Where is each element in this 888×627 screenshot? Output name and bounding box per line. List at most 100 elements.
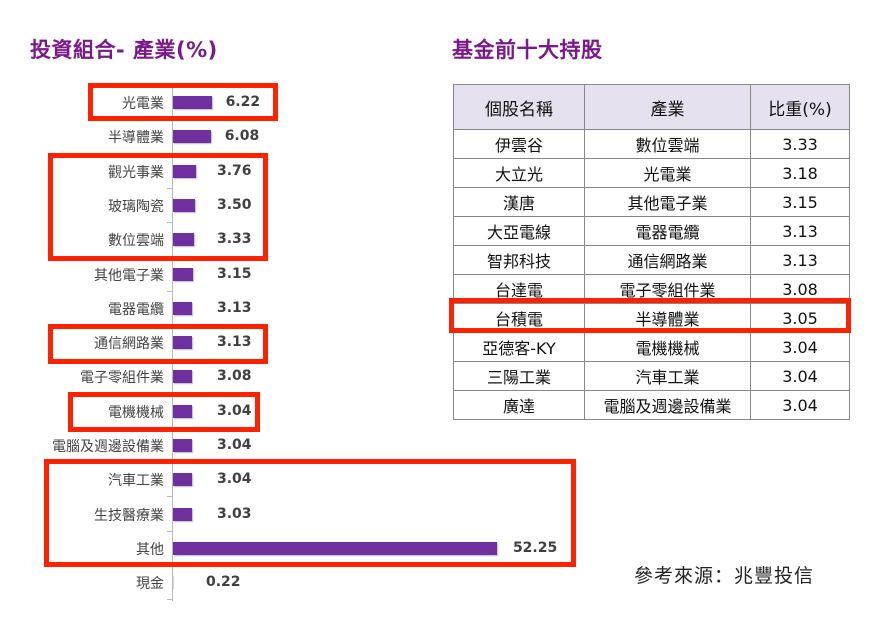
chart-title: 投資組合- 產業(%) [30, 38, 218, 62]
stock-name-cell: 廣達 [453, 390, 585, 420]
category-label: 現金 [136, 576, 164, 593]
stock-name-cell: 大立光 [453, 158, 585, 188]
axis-tick [167, 221, 172, 223]
category-axis [172, 88, 173, 601]
bar [173, 267, 193, 281]
chart-row: 玻璃陶瓷 3.50 [0, 188, 600, 223]
category-label: 生技醫療業 [94, 507, 164, 524]
bar [173, 96, 212, 109]
axis-tick [167, 187, 172, 189]
chart-row: 現金 0.22 [0, 565, 600, 601]
value-label: 3.76 [217, 162, 252, 179]
weight-cell: 3.13 [750, 216, 850, 246]
category-label: 其他 [136, 541, 164, 558]
category-label: 半導體業 [108, 130, 164, 147]
table-row: 廣達 電腦及週邊設備業 3.04 [453, 390, 850, 420]
table-row: 大立光 光電業 3.18 [453, 158, 850, 188]
weight-cell: 3.05 [750, 303, 850, 333]
bar [173, 473, 192, 487]
category-label: 電器電纜 [108, 301, 164, 318]
stock-name-cell: 台達電 [453, 274, 585, 304]
category-label: 電機機械 [108, 404, 164, 421]
bar [173, 164, 197, 178]
stock-name-cell: 台積電 [453, 303, 585, 333]
table-row: 台積電 半導體業 3.05 [453, 303, 850, 333]
table-row: 台達電 電子零組件業 3.08 [453, 274, 850, 304]
bar [173, 576, 175, 590]
chart-row: 通信網路業 3.13 [0, 325, 600, 361]
industry-cell: 光電業 [584, 158, 751, 188]
weight-cell: 3.33 [750, 129, 850, 159]
bar [173, 370, 193, 384]
chart-row: 觀光事業 3.76 [0, 154, 600, 189]
value-label: 3.13 [217, 299, 252, 316]
chart-row: 汽車工業 3.04 [0, 462, 600, 498]
industry-cell: 電機機械 [584, 332, 751, 362]
source-note: 參考來源：兆豐投信 [634, 565, 815, 587]
stock-name-cell: 亞德客-KY [453, 332, 585, 362]
category-label: 光電業 [122, 96, 164, 112]
category-label: 玻璃陶瓷 [108, 198, 164, 215]
chart-row: 電腦及週邊設備業 3.04 [0, 428, 600, 463]
table-row: 漢唐 其他電子業 3.15 [453, 187, 850, 217]
value-label: 3.33 [217, 231, 252, 248]
value-label: 3.15 [217, 265, 252, 282]
chart-row: 電機機械 3.04 [0, 394, 600, 429]
bar [173, 404, 192, 418]
chart-row: 電子零組件業 3.08 [0, 359, 600, 395]
stock-name-cell: 三陽工業 [453, 361, 585, 391]
value-label: 6.22 [225, 94, 261, 110]
chart-row: 半導體業 6.08 [0, 119, 600, 155]
column-header-industry: 產業 [584, 84, 751, 130]
bar [173, 541, 497, 555]
category-label: 汽車工業 [108, 473, 164, 490]
table-header-row: 個股名稱 產業 比重(%) [453, 84, 850, 130]
chart-row: 光電業 6.22 [0, 85, 600, 120]
value-label: 3.04 [217, 471, 252, 488]
bar [173, 507, 192, 521]
category-label: 其他電子業 [94, 267, 164, 284]
bar [173, 233, 194, 247]
weight-cell: 3.08 [750, 274, 850, 304]
table-row: 大亞電線 電器電纜 3.13 [453, 216, 850, 246]
table-title: 基金前十大持股 [452, 38, 603, 62]
stock-name-cell: 智邦科技 [453, 245, 585, 275]
industry-cell: 電腦及週邊設備業 [584, 390, 751, 420]
weight-cell: 3.04 [750, 390, 850, 420]
weight-cell: 3.04 [750, 361, 850, 391]
table-row: 亞德客-KY 電機機械 3.04 [453, 332, 850, 362]
weight-cell: 3.04 [750, 332, 850, 362]
value-label: 3.13 [217, 334, 252, 351]
category-label: 電腦及週邊設備業 [52, 439, 164, 455]
axis-tick [167, 496, 172, 498]
top-ten-holdings-table: 個股名稱 產業 比重(%) 伊雲谷 數位雲端 3.33 大立光 光電業 3.18 漢唐 其他電… [453, 84, 850, 420]
weight-cell: 3.15 [750, 187, 850, 217]
chart-row: 其他 52.25 [0, 531, 600, 566]
value-label: 3.08 [217, 368, 252, 385]
category-label: 電子零組件業 [80, 370, 164, 387]
category-label: 數位雲端 [108, 233, 164, 250]
industry-cell: 汽車工業 [584, 361, 751, 391]
value-label: 0.22 [206, 574, 241, 591]
value-label: 6.08 [224, 128, 260, 145]
chart-row: 生技醫療業 3.03 [0, 497, 600, 532]
stock-name-cell: 大亞電線 [453, 216, 585, 246]
bar [173, 198, 195, 212]
stock-name-cell: 漢唐 [453, 187, 585, 217]
bar [173, 336, 193, 350]
weight-cell: 3.13 [750, 245, 850, 275]
industry-cell: 通信網路業 [584, 245, 751, 275]
chart-row: 其他電子業 3.15 [0, 257, 600, 292]
chart-row: 電器電纜 3.13 [0, 291, 600, 326]
value-label: 3.04 [217, 402, 252, 419]
value-label: 3.03 [217, 505, 252, 522]
category-label: 觀光事業 [108, 164, 164, 181]
category-label: 通信網路業 [94, 336, 164, 353]
axis-tick [167, 599, 172, 601]
bar [173, 130, 211, 144]
weight-cell: 3.18 [750, 158, 850, 188]
industry-cell: 數位雲端 [584, 129, 751, 159]
column-header-stock: 個股名稱 [453, 84, 585, 130]
table-row: 伊雲谷 數位雲端 3.33 [453, 129, 850, 159]
industry-cell: 電子零組件業 [584, 274, 751, 304]
